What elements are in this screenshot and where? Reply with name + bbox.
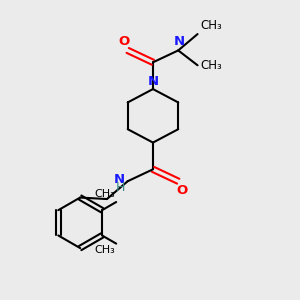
Text: O: O — [176, 184, 188, 197]
Text: N: N — [114, 173, 125, 186]
Text: N: N — [147, 75, 158, 88]
Text: CH₃: CH₃ — [200, 59, 222, 72]
Text: CH₃: CH₃ — [94, 245, 115, 255]
Text: O: O — [118, 35, 130, 48]
Text: CH₃: CH₃ — [200, 19, 222, 32]
Text: H: H — [116, 181, 125, 194]
Text: N: N — [173, 35, 184, 48]
Text: CH₃: CH₃ — [94, 189, 115, 199]
